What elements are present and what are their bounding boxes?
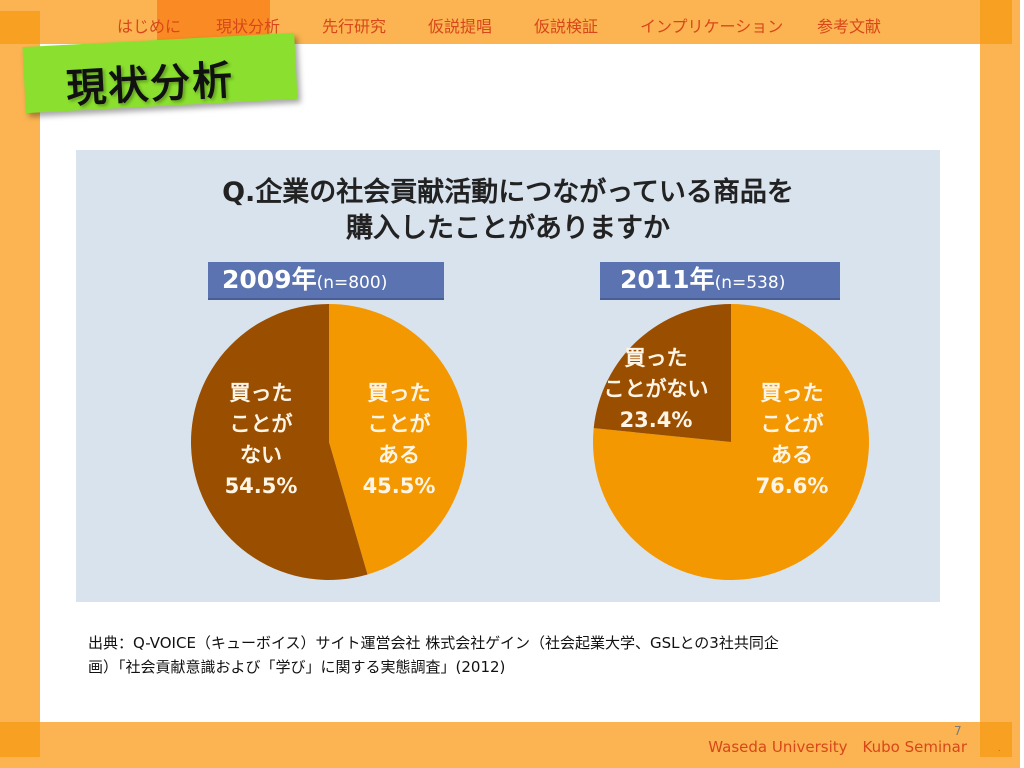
- nav-item-intro[interactable]: はじめに: [117, 17, 182, 36]
- slice-category-label: ことが: [230, 412, 293, 436]
- source-line-2: 画）「社会貢献意識および「学び」に関する実態調査」(2012): [88, 658, 506, 676]
- pie-slice: [191, 304, 368, 580]
- nav-item-implication[interactable]: インプリケーション: [640, 17, 784, 36]
- slice-value-label: 54.5%: [225, 474, 298, 498]
- source-line-1: 出典：Q-VOICE（キューボイス）サイト運営会社 株式会社ゲイン（社会起業大学…: [88, 634, 779, 652]
- slide-title: 現状分析: [65, 57, 236, 113]
- year-tag-2009: 2009年(n=800): [208, 262, 444, 298]
- slice-category-label: ある: [771, 443, 813, 467]
- source-citation: 出典：Q-VOICE（キューボイス）サイト運営会社 株式会社ゲイン（社会起業大学…: [88, 631, 938, 679]
- slice-category-label: 買った: [761, 381, 824, 405]
- corner-accent-top-right: [980, 0, 1012, 44]
- right-stripe: [980, 0, 1020, 768]
- slice-value-label: 23.4%: [620, 408, 693, 432]
- bottom-band: [0, 722, 1012, 768]
- chart-title-line-2: 購入したことがありますか: [346, 213, 670, 244]
- nav-item-verification[interactable]: 仮説検証: [534, 17, 599, 36]
- chart-title-line-1: Q.企業の社会貢献活動につながっている商品を: [222, 177, 794, 208]
- nav-item-current-analysis[interactable]: 現状分析: [216, 17, 281, 36]
- footer-mark: .: [998, 744, 1001, 753]
- pie-slice: [593, 304, 731, 442]
- pie-charts: 買ったことがある45.5%買ったことがない54.5%買ったことがある76.6%買…: [191, 304, 870, 580]
- section-nav: はじめに 現状分析 先行研究 仮説提唱 仮説検証 インプリケーション 参考文献: [0, 0, 1000, 44]
- corner-accent-bottom-left: [0, 722, 40, 757]
- left-stripe: [0, 0, 40, 768]
- sample-size-label: (n=800): [316, 273, 388, 293]
- nav-item-hypothesis[interactable]: 仮説提唱: [428, 17, 493, 36]
- corner-accent-top-left: [0, 11, 40, 44]
- slice-category-label: 買った: [368, 381, 431, 405]
- nav-item-references[interactable]: 参考文献: [817, 17, 882, 36]
- sample-size-label: (n=538): [714, 273, 786, 293]
- year-tag-2011: 2011年(n=538): [600, 262, 840, 298]
- year-label: 2011年: [620, 265, 715, 294]
- slice-category-label: ある: [378, 443, 420, 467]
- corner-accent-bottom-right: [980, 722, 1012, 757]
- slice-category-label: 買った: [625, 346, 688, 370]
- slice-category-label: ことが: [368, 412, 431, 436]
- slice-category-label: ない: [240, 443, 282, 467]
- page-number: 7: [954, 724, 962, 738]
- pie-slice: [329, 304, 468, 575]
- nav-item-prior-research[interactable]: 先行研究: [322, 17, 387, 36]
- slice-category-label: ことがない: [604, 377, 709, 401]
- chart-panel: Q.企業の社会貢献活動につながっている商品を 購入したことがありますか 2009…: [76, 150, 940, 602]
- year-label: 2009年: [222, 265, 317, 294]
- slice-value-label: 76.6%: [756, 474, 829, 498]
- slice-category-label: 買った: [230, 381, 293, 405]
- slice-value-label: 45.5%: [363, 474, 436, 498]
- footer-text: Waseda University Kubo Seminar: [708, 738, 967, 756]
- slice-category-label: ことが: [761, 412, 824, 436]
